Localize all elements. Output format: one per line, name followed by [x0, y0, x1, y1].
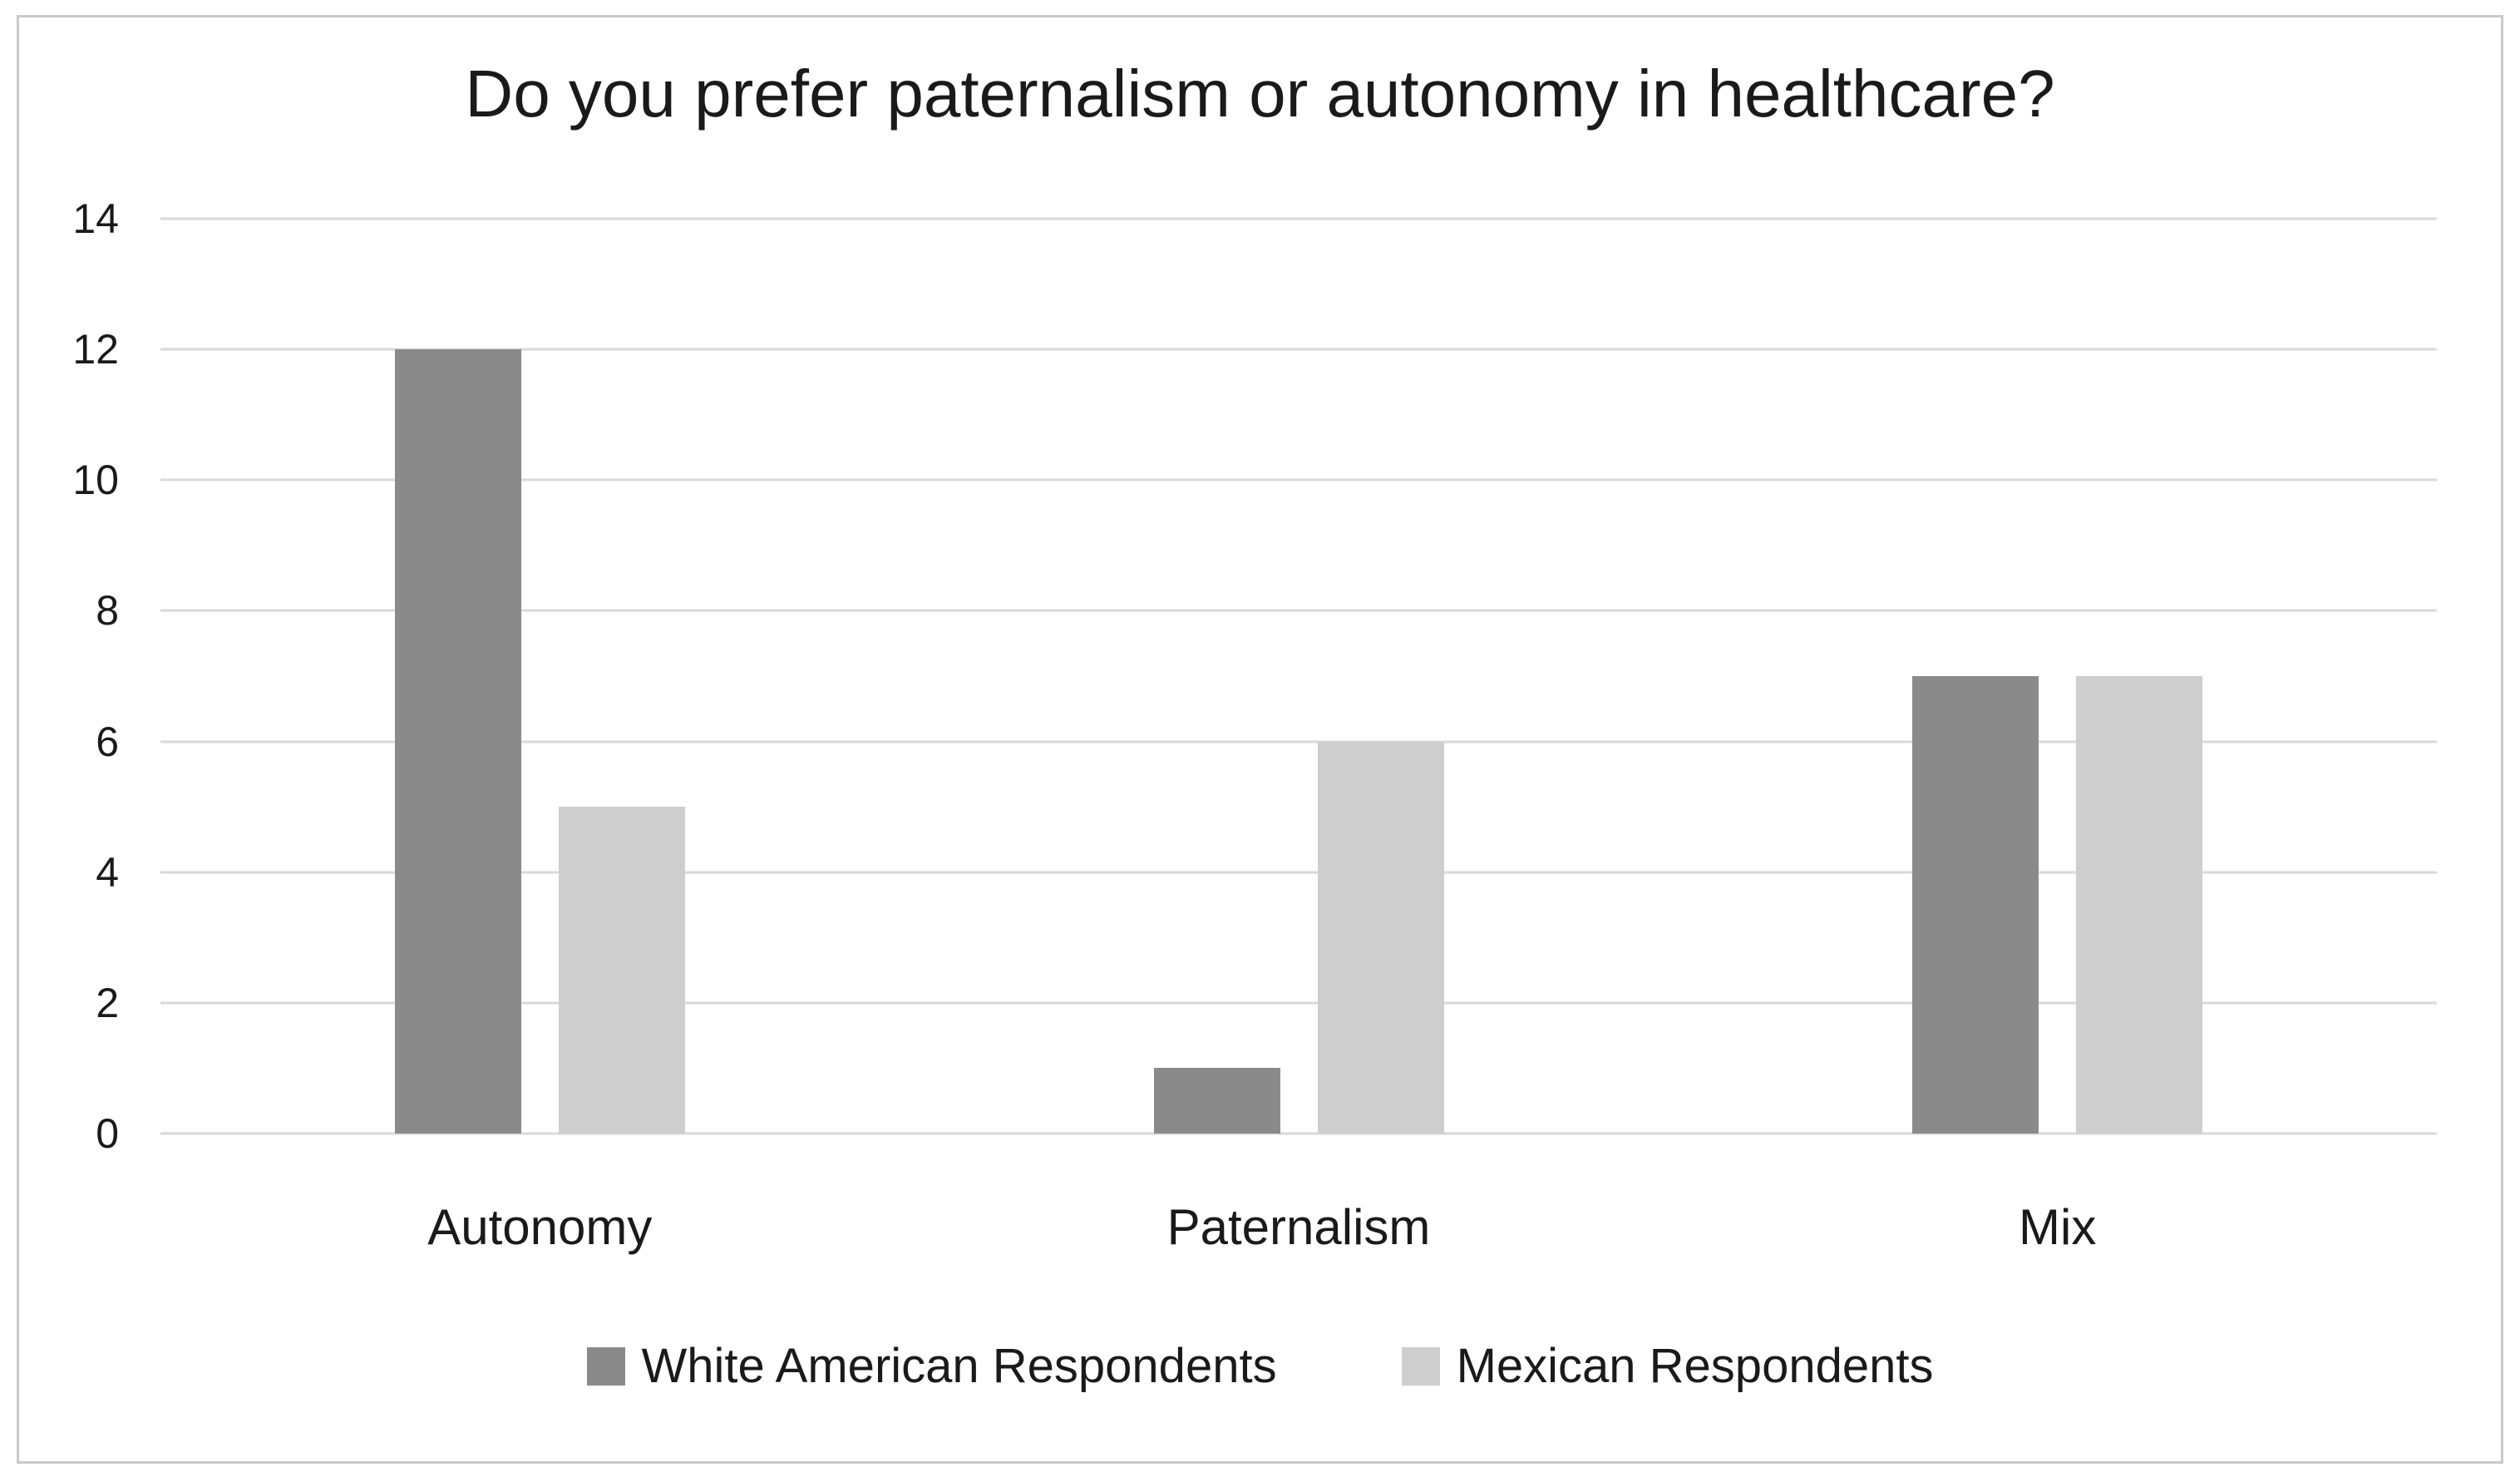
bar-groups: [160, 219, 2437, 1134]
legend-swatch-icon: [1401, 1346, 1440, 1386]
x-axis: Autonomy Paternalism Mix: [160, 1198, 2437, 1256]
gridline-y-6: [160, 740, 2437, 743]
bar-paternalism-mexican-respondents: [1317, 741, 1444, 1134]
y-tick-label-12: 12: [72, 326, 119, 373]
plot-area: [160, 217, 2437, 1135]
legend-label: Mexican Respondents: [1456, 1339, 1934, 1393]
legend-entry-mexican-respondents: Mexican Respondents: [1401, 1338, 1934, 1394]
y-axis: 0 2 4 6 8 10 12 14: [44, 195, 119, 1157]
legend: White American Respondents Mexican Respon…: [19, 1338, 2501, 1394]
legend-entry-white-american-respondents: White American Respondents: [586, 1338, 1277, 1394]
y-tick-label-2: 2: [96, 979, 119, 1026]
bar-mix-white-american-respondents: [1912, 676, 2039, 1134]
y-tick-label-10: 10: [72, 457, 119, 504]
bar-paternalism-white-american-respondents: [1153, 1068, 1280, 1134]
gridline-y-4: [160, 871, 2437, 874]
gridline-y-10: [160, 478, 2437, 482]
figure-frame: Do you prefer paternalism or autonomy in…: [17, 15, 2503, 1464]
x-category-label-autonomy: Autonomy: [427, 1199, 653, 1255]
y-tick-label-0: 0: [96, 1110, 119, 1157]
bar-autonomy-mexican-respondents: [558, 807, 685, 1134]
y-tick-label-14: 14: [72, 195, 119, 242]
y-tick-label-6: 6: [96, 718, 119, 765]
y-tick-label-8: 8: [96, 587, 119, 635]
x-category-label-mix: Mix: [2019, 1199, 2097, 1255]
gridline-y-0: [160, 1132, 2437, 1135]
chart-title: Do you prefer paternalism or autonomy in…: [465, 57, 2055, 131]
legend-label: White American Respondents: [641, 1339, 1277, 1393]
gridline-y-8: [160, 609, 2437, 612]
bar-group-autonomy: [160, 219, 920, 1134]
gridline-y-2: [160, 1001, 2437, 1005]
legend-swatch-icon: [586, 1346, 625, 1386]
gridline-y-14: [160, 217, 2437, 220]
bar-mix-mexican-respondents: [2076, 676, 2203, 1134]
gridline-y-12: [160, 348, 2437, 351]
x-category-label-paternalism: Paternalism: [1166, 1199, 1431, 1255]
bar-group-mix: [1678, 219, 2437, 1134]
bar-autonomy-white-american-respondents: [394, 349, 521, 1134]
y-tick-label-4: 4: [96, 848, 119, 896]
bar-group-paternalism: [920, 219, 1679, 1134]
